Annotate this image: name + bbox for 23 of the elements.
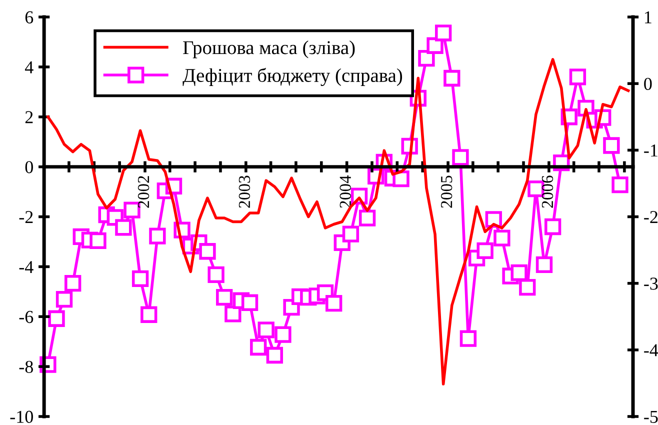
y2-tick-label: -4 [644,344,658,356]
y-tick-label: -8 [19,360,33,374]
x-tick-label: 2002 [138,176,150,208]
y2-tick-label: -3 [644,278,658,290]
y-tick-label: 6 [25,11,34,24]
y-tick-label: -2 [19,211,33,224]
legend-label: Грошова маса (зліва) [183,40,355,58]
legend-label: Дефіцит бюджету (справа) [182,68,402,86]
y-tick-label: 2 [25,111,33,124]
y-tick-label: 0 [25,161,33,174]
y2-tick-label: -1 [644,144,658,156]
x-tick-label: 2003 [238,176,250,208]
y2-tick-label: -5 [644,410,658,423]
x-tick-label: 2005 [440,176,452,208]
y-tick-label: -6 [19,310,34,324]
x-tick-label: 2006 [542,176,554,208]
y2-tick-label: 1 [645,11,652,24]
x-tick-label: 2004 [340,175,352,208]
y2-tick-label: -2 [644,211,658,224]
y-tick-label: 4 [24,61,34,74]
y-tick-label: -10 [10,410,33,423]
y2-tick-label: 0 [644,78,652,90]
y-tick-label: -4 [19,261,34,273]
